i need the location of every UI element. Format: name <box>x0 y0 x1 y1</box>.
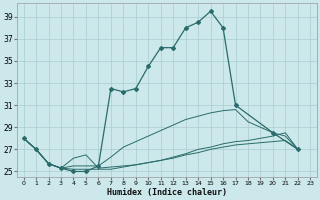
X-axis label: Humidex (Indice chaleur): Humidex (Indice chaleur) <box>107 188 227 197</box>
